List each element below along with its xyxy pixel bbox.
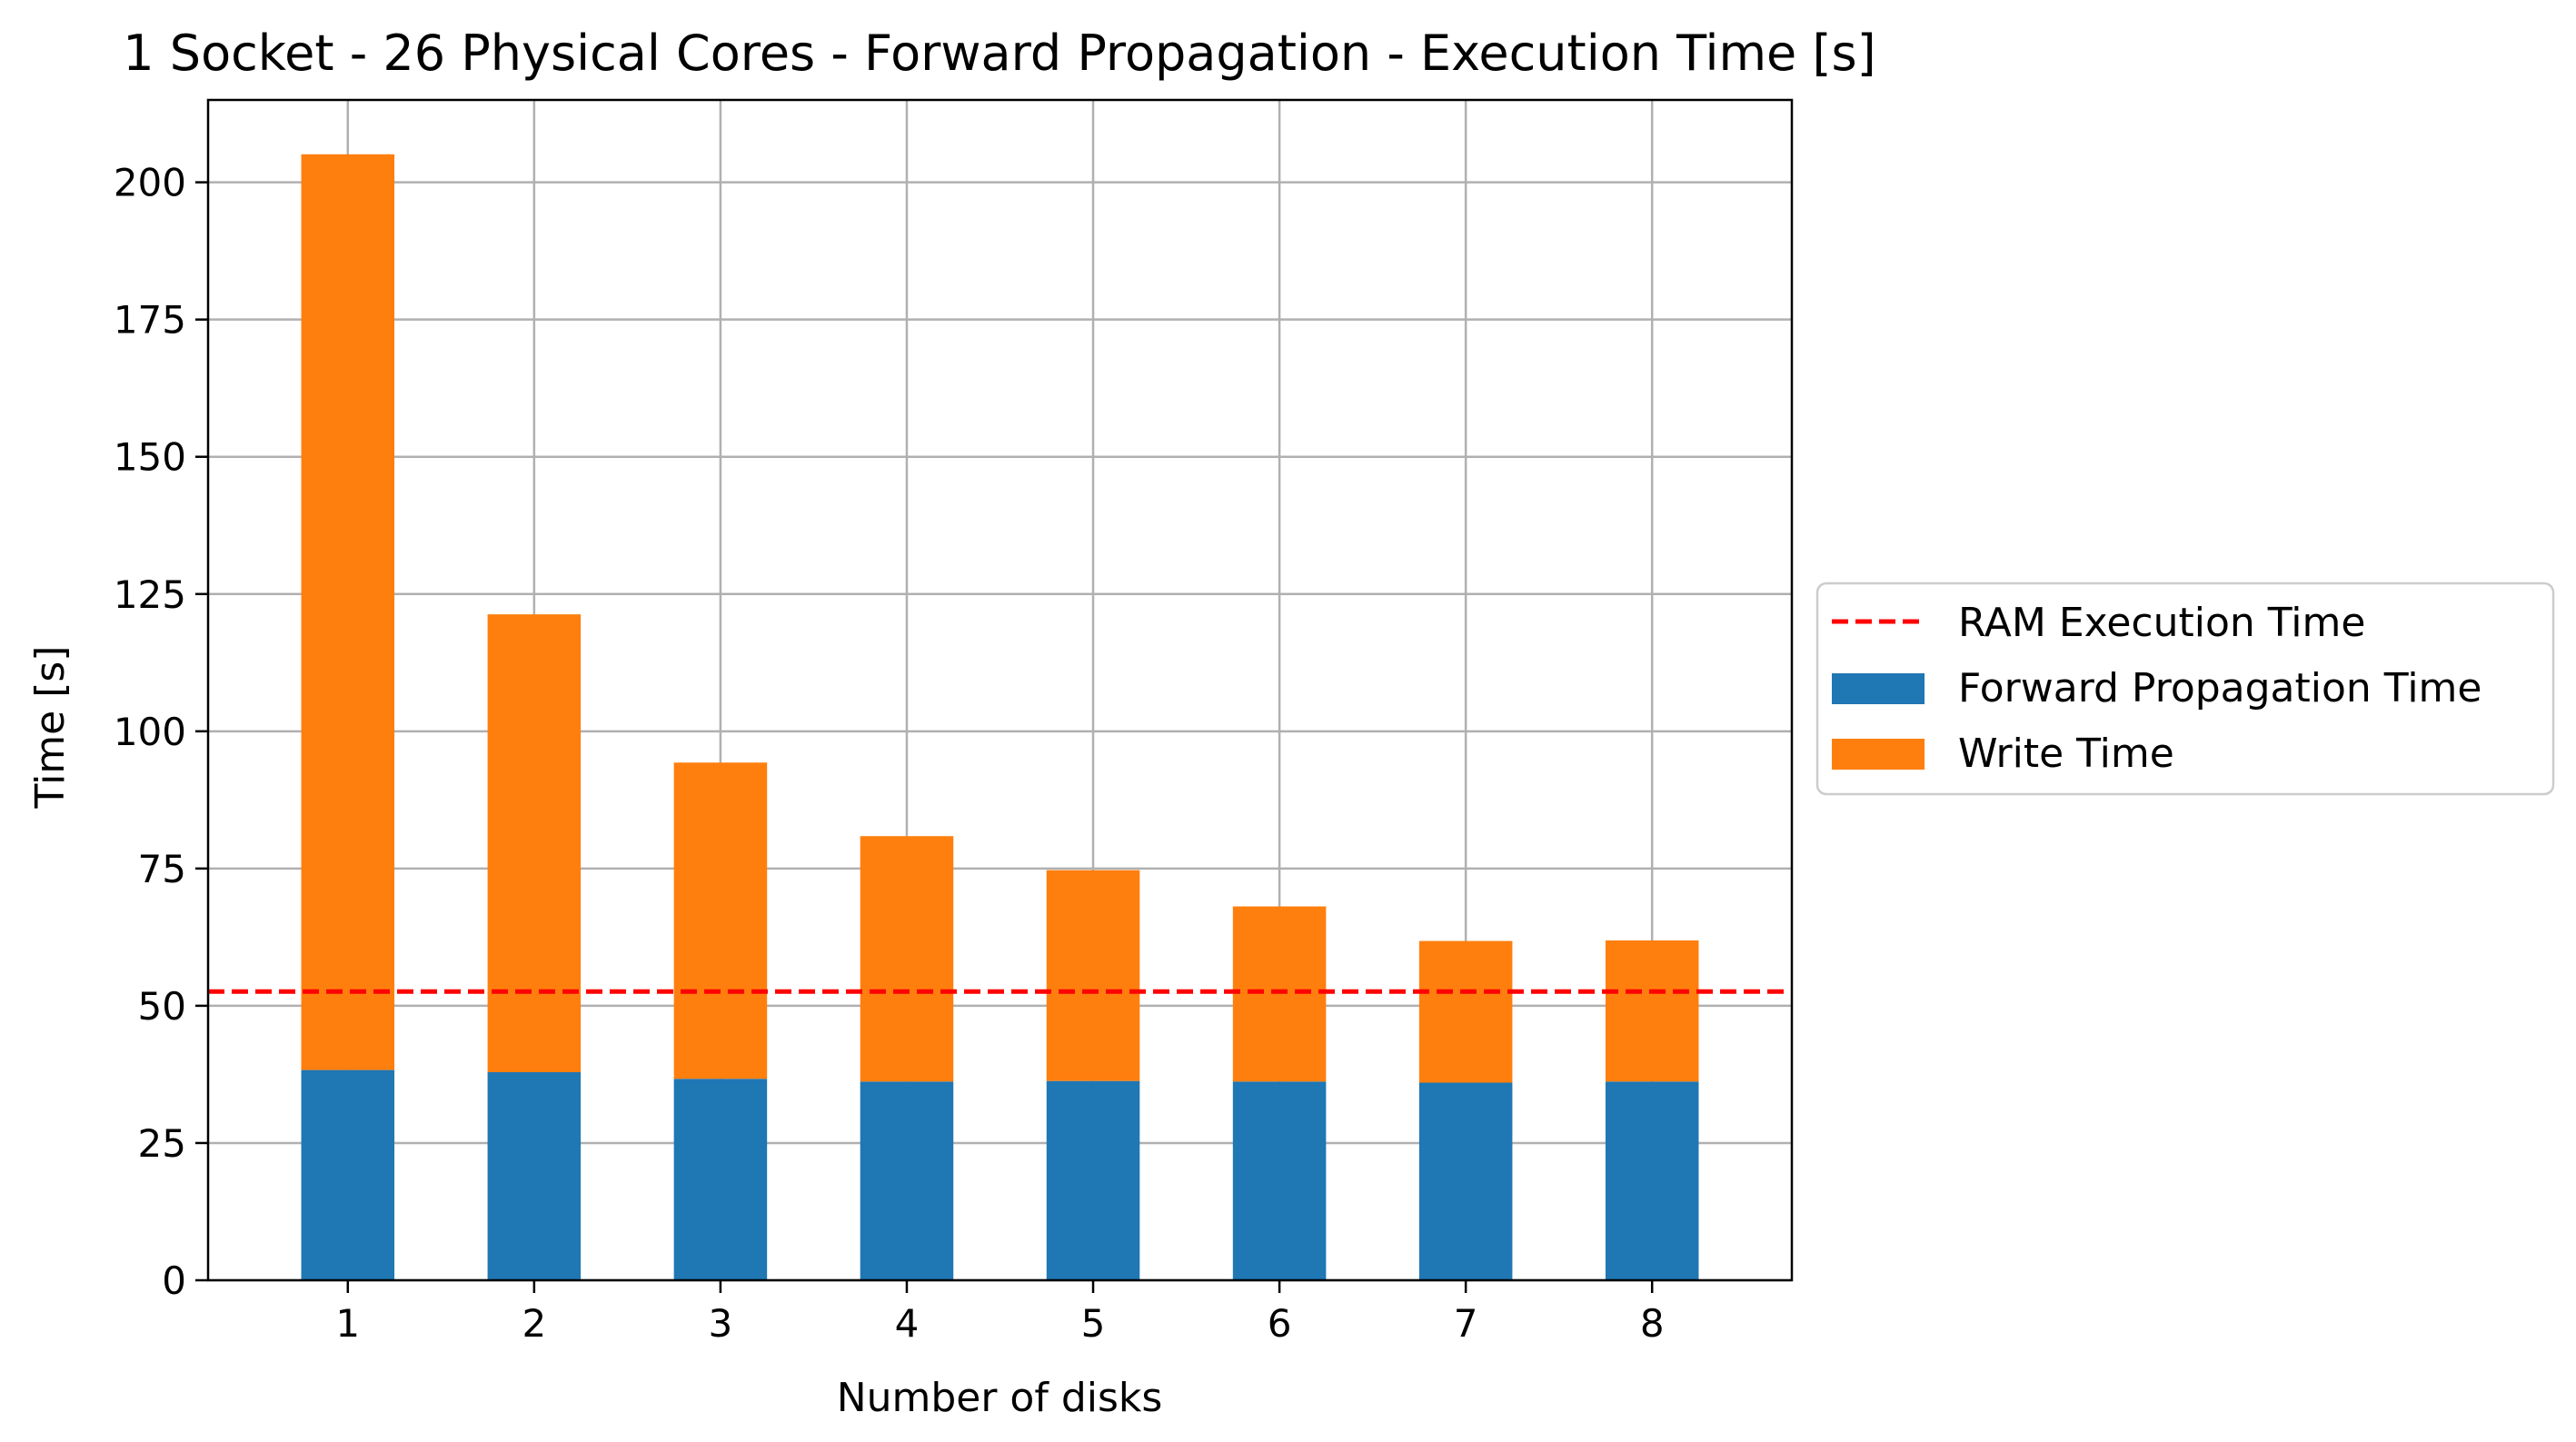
bars bbox=[301, 154, 1699, 1280]
plot-frame bbox=[206, 98, 1794, 1282]
legend: RAM Execution Time Forward Propagation T… bbox=[1815, 582, 2555, 796]
x-tick-label: 8 bbox=[1640, 1301, 1665, 1346]
y-axis-label: Time [s] bbox=[27, 646, 74, 810]
bar-write-time bbox=[1605, 940, 1699, 1082]
x-tick-label: 4 bbox=[895, 1301, 920, 1346]
legend-label-ram-execution-time: RAM Execution Time bbox=[1958, 600, 2365, 646]
bar-write-time bbox=[1418, 940, 1513, 1083]
x-tick-label: 1 bbox=[335, 1301, 360, 1346]
bar-forward-propagation-time bbox=[1418, 1082, 1513, 1280]
bar-forward-propagation-time bbox=[301, 1069, 395, 1280]
bar-forward-propagation-time bbox=[1605, 1081, 1699, 1280]
bar-forward-propagation-time bbox=[1046, 1080, 1140, 1280]
grid-lines bbox=[208, 100, 1792, 1282]
bar-forward-propagation-time bbox=[1232, 1081, 1327, 1280]
legend-label-forward-propagation-time: Forward Propagation Time bbox=[1958, 665, 2482, 711]
x-tick-label: 6 bbox=[1268, 1301, 1292, 1346]
bar-forward-propagation-time bbox=[673, 1079, 768, 1280]
y-tick-label: 175 bbox=[114, 298, 186, 343]
y-tick-label: 200 bbox=[114, 161, 186, 205]
x-axis-label: Number of disks bbox=[837, 1375, 1163, 1421]
bar-write-time bbox=[860, 836, 954, 1082]
x-tick-label: 5 bbox=[1081, 1301, 1106, 1346]
bar-forward-propagation-time bbox=[487, 1072, 582, 1280]
legend-swatch-forward-propagation-time bbox=[1832, 673, 1925, 704]
y-tick-label: 25 bbox=[138, 1121, 186, 1166]
bar-write-time bbox=[673, 762, 768, 1079]
bar-write-time bbox=[487, 614, 582, 1073]
x-axis-ticks: 1 2 3 4 5 6 7 8 bbox=[335, 1280, 1665, 1346]
bar-write-time bbox=[301, 154, 395, 1070]
chart-title: 1 Socket - 26 Physical Cores - Forward P… bbox=[123, 25, 1875, 82]
y-tick-label: 75 bbox=[138, 847, 186, 891]
x-tick-label: 3 bbox=[709, 1301, 733, 1346]
legend-box bbox=[1815, 582, 2555, 796]
legend-swatch-write-time bbox=[1832, 739, 1925, 770]
y-tick-label: 50 bbox=[138, 984, 186, 1029]
y-tick-label: 100 bbox=[114, 710, 186, 754]
legend-label-write-time: Write Time bbox=[1958, 731, 2174, 777]
y-tick-label: 125 bbox=[114, 572, 186, 617]
bar-forward-propagation-time bbox=[860, 1081, 954, 1280]
bar-write-time bbox=[1232, 906, 1327, 1082]
x-tick-label: 2 bbox=[522, 1301, 546, 1346]
y-axis-ticks: 0 25 50 75 100 125 150 175 200 bbox=[114, 161, 208, 1303]
y-tick-label: 0 bbox=[162, 1258, 186, 1303]
y-tick-label: 150 bbox=[114, 435, 186, 480]
bar-write-time bbox=[1046, 870, 1140, 1081]
x-tick-label: 7 bbox=[1454, 1301, 1478, 1346]
